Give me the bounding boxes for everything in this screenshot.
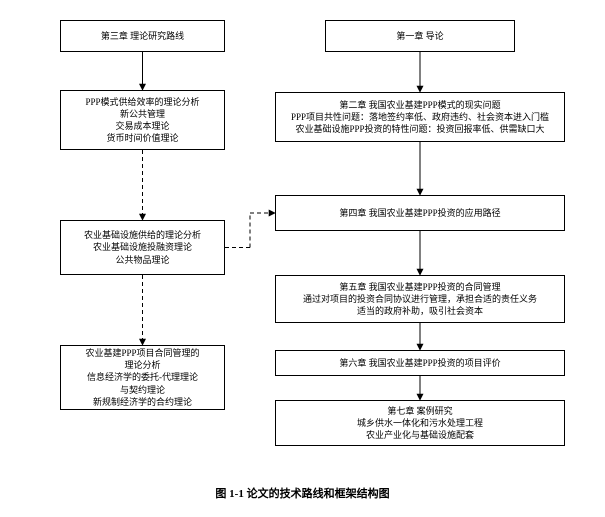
box-chapter5: 第五章 我国农业基建PPP投资的合同管理通过对项目的投资合同协议进行管理，承担合… — [275, 275, 565, 323]
box-line: 农业基础设施投融资理论 — [93, 241, 192, 253]
box-line: 适当的政府补助，吸引社会资本 — [357, 305, 483, 317]
box-line: 第一章 导论 — [396, 30, 443, 42]
box-line: PPP项目共性问题：落地签约率低、政府违约、社会资本进入门槛 — [291, 111, 549, 123]
box-line: 农业基础设施供给的理论分析 — [84, 229, 201, 241]
box-line: 城乡供水一体化和污水处理工程 — [357, 417, 483, 429]
box-line: 第五章 我国农业基建PPP投资的合同管理 — [339, 281, 500, 293]
box-line: 新公共管理 — [120, 108, 165, 120]
box-line: 农业产业化与基础设施配套 — [366, 429, 474, 441]
box-line: PPP模式供给效率的理论分析 — [85, 96, 199, 108]
box-chapter2: 第二章 我国农业基建PPP模式的现实问题PPP项目共性问题：落地签约率低、政府违… — [275, 92, 565, 142]
box-contract-theory: 农业基建PPP项目合同管理的理论分析信息经济学的委托-代理理论与契约理论新规制经… — [60, 345, 225, 410]
box-line: 第四章 我国农业基建PPP投资的应用路径 — [339, 207, 500, 219]
box-line: 农业基础设施PPP投资的特性问题：投资回报率低、供需缺口大 — [295, 123, 544, 135]
box-line: 货币时间价值理论 — [106, 132, 178, 144]
box-line: 信息经济学的委托-代理理论 — [87, 371, 198, 383]
box-line: 公共物品理论 — [115, 254, 169, 266]
box-chapter7: 第七章 案例研究城乡供水一体化和污水处理工程农业产业化与基础设施配套 — [275, 400, 565, 446]
box-chapter3-title: 第三章 理论研究路线 — [60, 20, 225, 52]
box-line: 农业基建PPP项目合同管理的 — [85, 347, 199, 359]
box-line: 交易成本理论 — [115, 120, 169, 132]
box-line: 第三章 理论研究路线 — [101, 30, 184, 42]
box-line: 通过对项目的投资合同协议进行管理，承担合适的责任义务 — [303, 293, 537, 305]
box-line: 第六章 我国农业基建PPP投资的项目评价 — [339, 357, 500, 369]
box-chapter1-title: 第一章 导论 — [325, 20, 515, 52]
box-line: 第七章 案例研究 — [387, 405, 452, 417]
figure-caption: 图 1-1 论文的技术路线和框架结构图 — [0, 485, 605, 501]
box-line: 第二章 我国农业基建PPP模式的现实问题 — [339, 99, 500, 111]
box-ppp-theory: PPP模式供给效率的理论分析新公共管理交易成本理论货币时间价值理论 — [60, 90, 225, 150]
box-line: 理论分析 — [124, 359, 160, 371]
box-line: 新规制经济学的合约理论 — [93, 396, 192, 408]
box-chapter4: 第四章 我国农业基建PPP投资的应用路径 — [275, 195, 565, 231]
box-agri-infra-theory: 农业基础设施供给的理论分析农业基础设施投融资理论公共物品理论 — [60, 220, 225, 275]
box-chapter6: 第六章 我国农业基建PPP投资的项目评价 — [275, 350, 565, 376]
box-line: 与契约理论 — [120, 384, 165, 396]
